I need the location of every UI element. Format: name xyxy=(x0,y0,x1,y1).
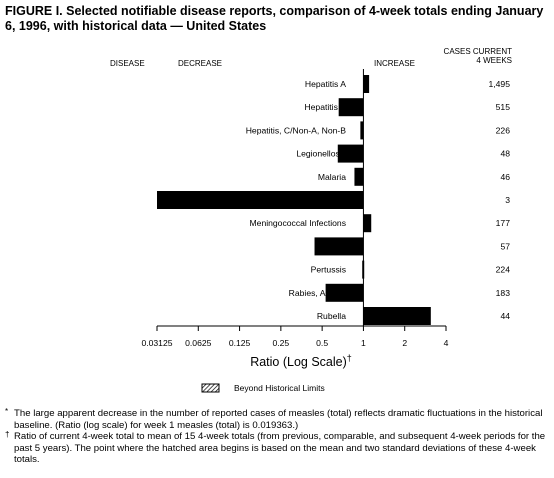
legend-label: Beyond Historical Limits xyxy=(234,383,325,393)
category-label: Meningococcal Infections xyxy=(250,218,347,228)
tick-label: 4 xyxy=(444,338,449,348)
tick-label: 0.125 xyxy=(229,338,251,348)
plot-area: Hepatitis A 1,495 Hepatitis B 515 Hepatitis,… xyxy=(157,69,510,326)
x-axis-label: Ratio (Log Scale)† xyxy=(250,353,352,369)
header-cases-line1: CASES CURRENT xyxy=(444,47,513,56)
bar xyxy=(354,167,364,186)
cases-value: 515 xyxy=(496,102,511,112)
category-label: Rubella xyxy=(317,311,346,321)
tick-label: 0.25 xyxy=(272,338,289,348)
bar xyxy=(337,144,364,163)
bar xyxy=(360,121,364,140)
legend-swatch xyxy=(201,383,220,393)
figure-title: FIGURE I. Selected notifiable disease re… xyxy=(5,4,544,33)
tick-label: 0.03125 xyxy=(141,338,172,348)
cases-value: 177 xyxy=(496,218,511,228)
cases-value: 44 xyxy=(500,311,510,321)
category-label: Legionellosis xyxy=(296,149,346,159)
category-label: Malaria xyxy=(318,172,346,182)
tick-label: 1 xyxy=(361,338,366,348)
bar xyxy=(363,75,370,93)
footnote-ratio: † Ratio of current 4-week total to mean o… xyxy=(5,430,550,466)
header-increase: INCREASE xyxy=(374,59,415,68)
header-decrease: DECREASE xyxy=(178,59,222,68)
bar xyxy=(363,214,372,233)
bar xyxy=(325,283,364,302)
category-label: Hepatitis B xyxy=(304,102,346,112)
cases-value: 224 xyxy=(496,265,511,275)
cases-value: 226 xyxy=(496,125,511,135)
footnote-mark: * xyxy=(5,407,9,416)
footnotes: * The large apparent decrease in the numb… xyxy=(5,407,550,466)
header-cases-line2: 4 WEEKS xyxy=(476,56,512,65)
cases-value: 57 xyxy=(500,241,510,251)
bar xyxy=(338,98,364,117)
cases-value: 183 xyxy=(496,288,511,298)
category-label: Rabies, Animal xyxy=(289,288,346,298)
bar xyxy=(314,237,364,256)
bar xyxy=(363,307,431,325)
category-label: Hepatitis A xyxy=(305,79,346,89)
header-disease: DISEASE xyxy=(110,59,145,68)
x-ticks: 0.03125 0.0625 0.125 0.25 0.5 1 2 4 xyxy=(141,326,449,348)
x-axis-label-mark: † xyxy=(347,353,352,363)
footnote-mark: † xyxy=(5,430,10,439)
category-label: Pertussis xyxy=(311,265,346,275)
cases-value: 48 xyxy=(500,149,510,159)
category-label: Hepatitis, C/Non-A, Non-B xyxy=(246,125,347,135)
footnote-text: Ratio of current 4-week total to mean of… xyxy=(14,431,546,465)
footnote-text: The large apparent decrease in the numbe… xyxy=(14,408,543,431)
cases-value: 3 xyxy=(505,195,510,205)
cases-value: 46 xyxy=(500,172,510,182)
x-axis-label-text: Ratio (Log Scale) xyxy=(250,355,347,369)
tick-label: 0.0625 xyxy=(185,338,212,348)
tick-label: 2 xyxy=(402,338,407,348)
bar xyxy=(157,191,364,209)
cases-value: 1,495 xyxy=(488,79,510,89)
footnote-measles: * The large apparent decrease in the numb… xyxy=(5,407,550,431)
tick-label: 0.5 xyxy=(316,338,328,348)
